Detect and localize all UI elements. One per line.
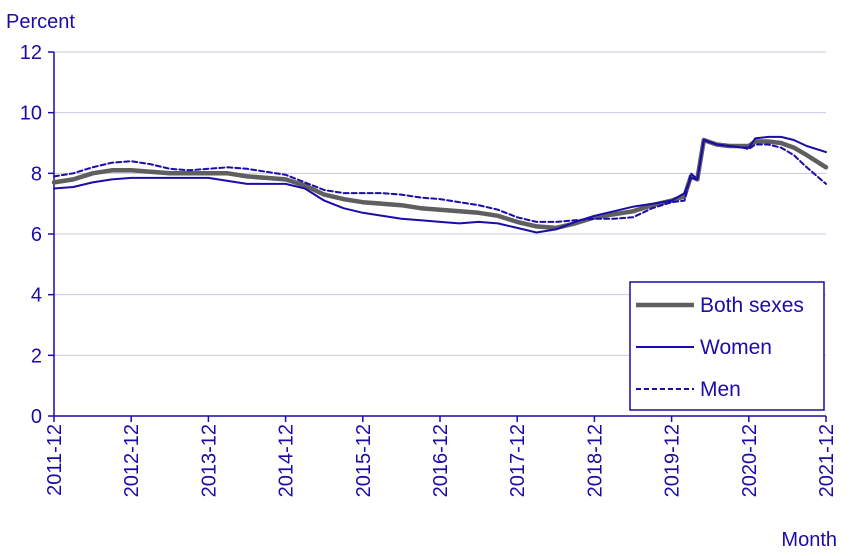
y-tick-label: 4 [31, 285, 42, 307]
x-tick-label: 2015-12 [353, 424, 375, 497]
y-tick-label: 8 [31, 163, 42, 185]
y-tick-label: 2 [31, 345, 42, 367]
legend-label: Both sexes [700, 294, 804, 317]
x-tick-label: 2011-12 [44, 424, 66, 496]
x-tick-label: 2021-12 [816, 424, 838, 497]
x-tick-label: 2014-12 [276, 424, 298, 497]
x-tick-label: 2012-12 [121, 424, 143, 497]
x-tick-label: 2017-12 [507, 424, 529, 497]
series-line-both-sexes [51, 137, 829, 231]
x-axis-ticks: 2011-12 2012-12 2013-12 2014-12 2015-12 2016-… [44, 416, 838, 497]
y-axis-title: Percent [6, 11, 75, 33]
x-axis-title: Month [781, 529, 837, 551]
series-line-women [53, 135, 827, 234]
x-tick-label: 2016-12 [430, 424, 452, 497]
y-tick-label: 10 [20, 103, 42, 125]
legend: Both sexes Women Men [629, 281, 825, 411]
y-axis-ticks: 0 2 4 6 8 10 12 [20, 42, 54, 428]
y-tick-label: 0 [31, 406, 42, 428]
series-line-men [53, 139, 827, 223]
x-tick-label: 2013-12 [198, 424, 220, 497]
y-tick-label: 12 [20, 42, 42, 64]
x-tick-label: 2019-12 [662, 424, 684, 497]
x-tick-label: 2020-12 [739, 424, 761, 497]
y-tick-label: 6 [31, 224, 42, 246]
legend-label: Women [700, 336, 772, 359]
x-tick-label: 2018-12 [584, 424, 606, 497]
legend-label: Men [700, 378, 741, 401]
series-lines [51, 135, 829, 234]
